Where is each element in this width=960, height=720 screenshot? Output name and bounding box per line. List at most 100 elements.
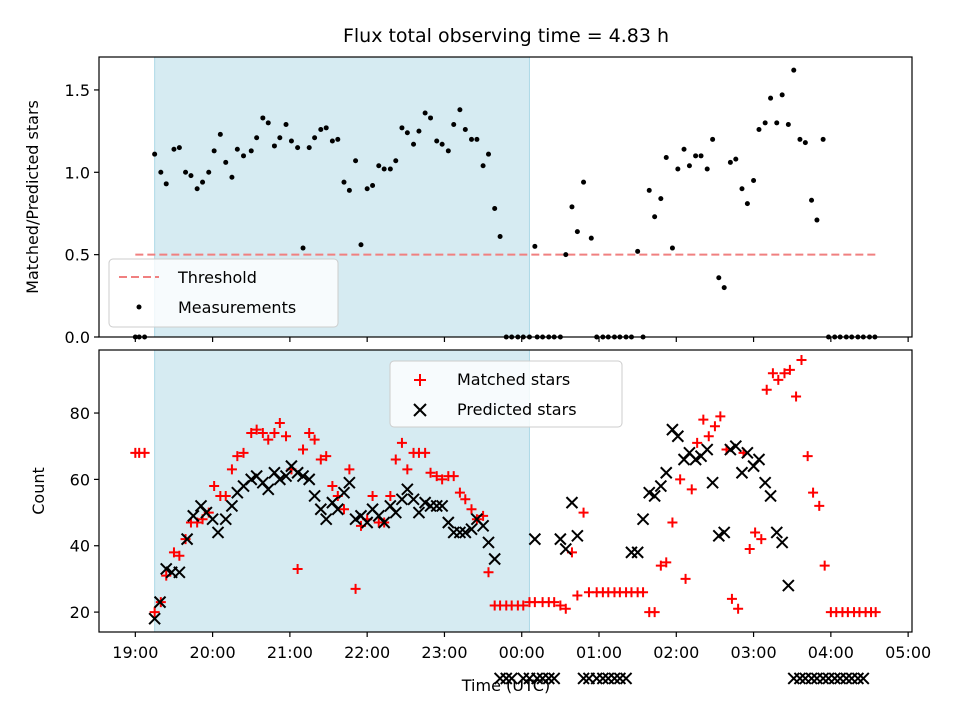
matched-star-point bbox=[667, 517, 678, 528]
measurement-point bbox=[241, 153, 247, 159]
matched-star-point bbox=[784, 364, 795, 375]
predicted-star-point bbox=[717, 526, 731, 539]
measurement-point bbox=[194, 186, 200, 192]
measurement-point bbox=[323, 125, 329, 131]
matched-star-point bbox=[304, 427, 315, 438]
measurement-point bbox=[675, 166, 681, 172]
measurement-point bbox=[248, 148, 254, 154]
measurement-point bbox=[393, 158, 399, 164]
measurement-point bbox=[768, 95, 774, 101]
measurement-point bbox=[581, 179, 587, 185]
predicted-star-point bbox=[828, 672, 841, 685]
matched-star-point bbox=[425, 467, 436, 478]
matched-star-point bbox=[257, 427, 268, 438]
matched-star-point bbox=[698, 414, 709, 425]
measurement-point bbox=[399, 125, 405, 131]
measurement-point bbox=[217, 131, 223, 137]
matched-star-point bbox=[518, 600, 529, 611]
matched-star-point bbox=[870, 607, 881, 618]
predicted-star-point bbox=[211, 526, 225, 539]
panel-count: 20 40 60 80 19:00 20:00 21:00 22:00 23:00 00:00 0… bbox=[29, 350, 931, 695]
matched-star-point bbox=[744, 544, 755, 555]
measurement-point bbox=[260, 115, 266, 121]
measurement-point bbox=[480, 163, 486, 169]
predicted-star-point bbox=[547, 672, 561, 685]
predicted-star-point bbox=[395, 493, 409, 506]
panel-bottom-frame bbox=[98, 349, 913, 633]
predicted-star-point bbox=[735, 466, 749, 479]
measurement-point bbox=[341, 179, 347, 185]
predicted-star-point bbox=[782, 579, 795, 592]
predicted-star-point bbox=[296, 469, 310, 483]
measurement-point bbox=[364, 186, 370, 192]
matched-star-point bbox=[703, 431, 714, 442]
measurement-point bbox=[774, 120, 780, 126]
predicted-star-point bbox=[857, 672, 870, 685]
matched-star-point bbox=[750, 527, 761, 538]
predicted-star-point bbox=[554, 532, 567, 546]
matched-star-point bbox=[269, 427, 280, 438]
panel-ratio: 0.0 0.5 1.0 1.5 Matched/Predicted stars Thr… bbox=[23, 56, 913, 347]
predicted-star-point bbox=[775, 536, 789, 549]
measurement-point bbox=[411, 141, 417, 147]
x-tick-label: 22:00 bbox=[344, 643, 390, 662]
predicted-star-point bbox=[505, 672, 518, 685]
measurement-point bbox=[802, 140, 808, 146]
matched-star-point bbox=[238, 447, 249, 458]
matched-star-point bbox=[149, 607, 160, 618]
measurement-point bbox=[820, 136, 826, 142]
predicted-star-point bbox=[360, 516, 374, 529]
panel-top-ylabel: Matched/Predicted stars bbox=[23, 100, 42, 294]
matched-star-point bbox=[460, 494, 471, 505]
predicted-star-point bbox=[577, 672, 590, 685]
matched-star-point bbox=[578, 507, 589, 518]
matched-star-point bbox=[560, 603, 571, 614]
matched-star-point bbox=[796, 354, 807, 365]
predicted-star-point bbox=[752, 453, 766, 466]
legend-measurements-label: Measurements bbox=[178, 298, 296, 317]
measurement-point bbox=[229, 174, 235, 180]
measurement-point bbox=[739, 186, 745, 192]
panel-bottom-marks bbox=[130, 354, 881, 685]
measurement-point bbox=[370, 182, 376, 188]
panel-top-x-ticks bbox=[134, 337, 909, 342]
measurement-point bbox=[265, 120, 271, 126]
measurement-point bbox=[532, 243, 538, 249]
measurement-point bbox=[283, 122, 289, 128]
predicted-star-point bbox=[219, 512, 232, 526]
matched-star-point bbox=[680, 573, 691, 584]
legend-matched-label: Matched stars bbox=[457, 370, 570, 389]
predicted-star-point bbox=[476, 519, 490, 533]
predicted-star-point bbox=[337, 486, 351, 499]
matched-star-point bbox=[686, 484, 697, 495]
predicted-star-point bbox=[660, 466, 673, 479]
measurement-point bbox=[312, 135, 318, 141]
measurement-point bbox=[188, 173, 194, 179]
matched-star-point bbox=[246, 427, 257, 438]
matched-star-point bbox=[756, 534, 767, 545]
matched-star-point bbox=[715, 411, 726, 422]
measurement-point bbox=[485, 151, 491, 157]
measurement-point bbox=[335, 136, 341, 142]
predicted-star-point bbox=[442, 516, 455, 529]
measurement-point bbox=[681, 146, 687, 152]
measurement-point bbox=[646, 187, 652, 193]
measurement-point bbox=[462, 126, 468, 132]
measurement-point bbox=[318, 126, 324, 132]
measurement-point bbox=[693, 153, 699, 159]
predicted-star-point bbox=[302, 473, 316, 486]
matched-star-point bbox=[649, 607, 660, 618]
measurement-point bbox=[428, 115, 434, 121]
matched-star-point bbox=[779, 368, 790, 379]
matched-star-point bbox=[692, 437, 703, 448]
predicted-star-point bbox=[571, 529, 584, 542]
matched-star-point bbox=[321, 451, 332, 462]
measurement-point bbox=[563, 252, 569, 258]
matched-star-point bbox=[298, 444, 309, 455]
predicted-star-point bbox=[596, 672, 610, 685]
measurement-point bbox=[751, 178, 757, 184]
measurement-point bbox=[422, 110, 428, 116]
matched-star-point bbox=[327, 481, 338, 492]
predicted-star-point bbox=[465, 522, 478, 536]
measurement-point bbox=[387, 166, 393, 172]
